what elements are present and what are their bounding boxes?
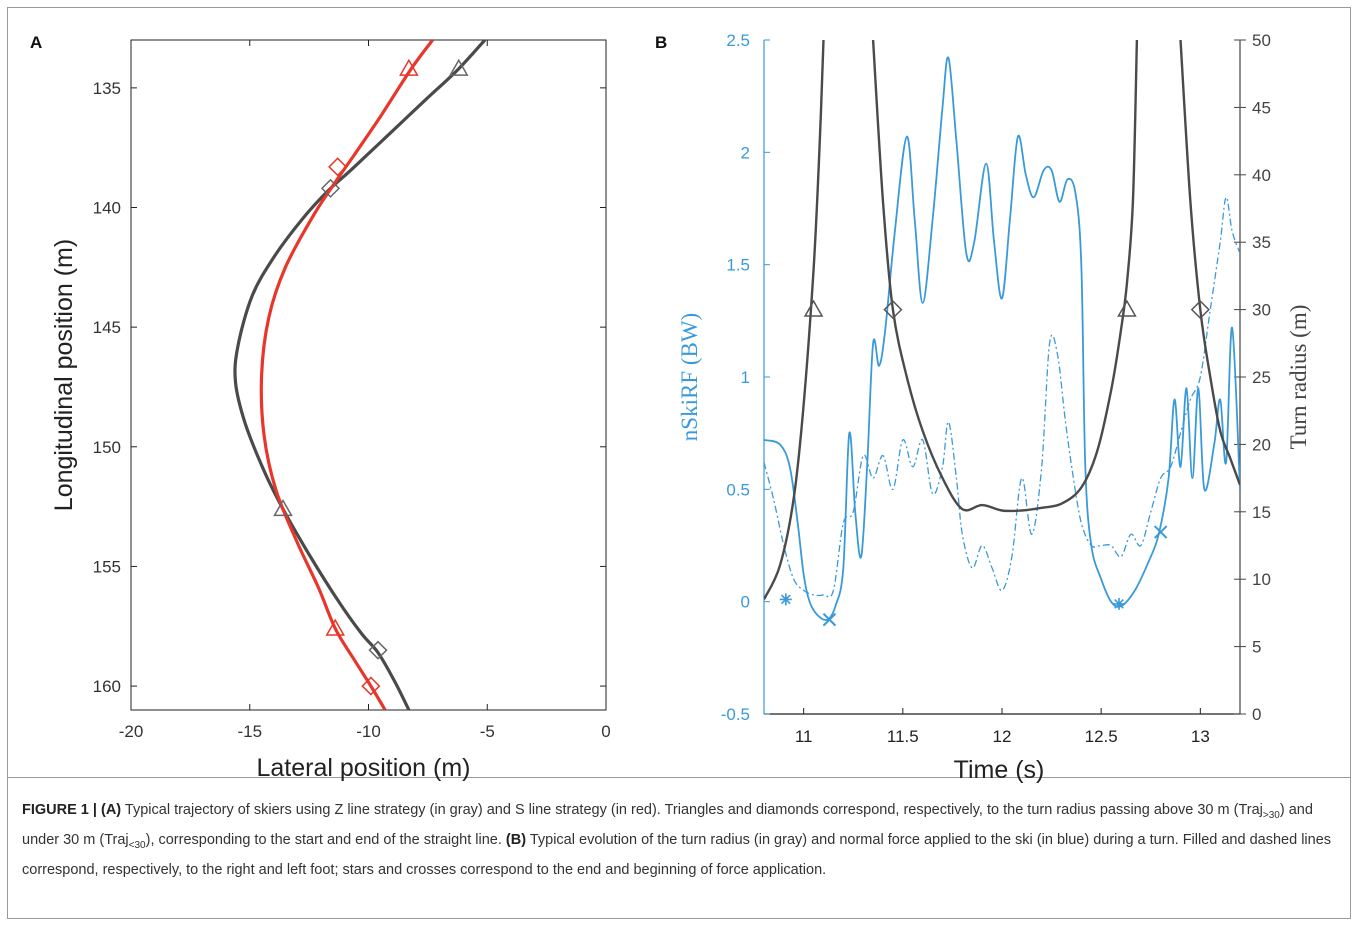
turn-radius-line [871,39,1139,513]
y-tick-label-a: 135 [93,79,121,98]
x-tick-label-a: -15 [237,722,262,741]
caption-a-text: Typical trajectory of skiers using Z lin… [124,802,1263,818]
gray-triangle-marker [803,299,824,317]
y-tick-label-left-b: 1 [741,368,750,387]
y-tick-label-right-b: 40 [1252,166,1271,185]
gray-diamond-marker [883,300,903,320]
panel-a: -20 -15 -10 -5 0 135 140 145 150 155 160 Lateral po… [30,33,611,782]
y-tick-label-right-b: 30 [1252,301,1271,320]
gray-diamond-marker [368,640,388,660]
gray-diamond-marker [320,178,341,198]
x-tick-label-a: -20 [119,722,144,741]
caption-a-mid: ) and under 30 m (Traj [22,802,1313,848]
y-axis-label-a: Longitudinal position (m) [50,239,78,511]
x-tick-label-a: -5 [480,722,495,741]
y-tick-label-right-b: 15 [1252,503,1271,522]
x-tick-label-b: 11.5 [887,727,919,746]
y-tick-label-right-b: 20 [1252,435,1271,454]
y-tick-label-a: 160 [93,677,121,696]
plot-frame-a [130,39,607,711]
x-tick-label-b: 12.5 [1085,727,1118,746]
panel-b: 11 11.5 12 12.5 13-0.500.511.522.50510152025… [655,31,1311,784]
y-tick-label-right-b: 45 [1252,98,1271,117]
blue-star-marker [779,593,792,606]
red-triangle-marker [399,58,419,76]
panel-b-label: B [655,33,667,52]
y-axis-label-left-b: nSkiRF (BW) [677,313,702,441]
blue-cross-marker [1153,525,1168,539]
y-tick-label-left-b: 0 [741,593,750,612]
y-tick-label-left-b: -0.5 [721,705,750,724]
figure-caption: FIGURE 1 | (A) Typical trajectory of ski… [22,798,1338,882]
gray-diamond-marker [1190,300,1210,320]
y-tick-label-a: 155 [93,557,121,576]
y-tick-label-left-b: 1.5 [726,256,750,275]
y-tick-label-right-b: 50 [1252,31,1271,50]
turn-radius-line [1179,39,1240,486]
trajectory-gray-line [233,40,487,710]
x-tick-label-a: 0 [601,722,610,741]
x-tick-label-b: 13 [1191,727,1210,746]
red-diamond-marker [328,157,348,177]
red-diamond-marker [361,676,381,696]
x-axis-label-b: Time (s) [954,756,1045,784]
left-foot-force-line [764,196,1240,598]
caption-a-label: (A) [101,802,122,818]
x-axis-label-a: Lateral position (m) [257,754,471,782]
caption-figure-label: FIGURE 1 | [22,802,97,818]
caption-divider [7,777,1351,778]
y-tick-label-left-b: 2.5 [726,31,750,50]
panel-a-label: A [30,33,42,52]
y-axis-label-right-b: Turn radius (m) [1286,305,1311,450]
gray-triangle-marker [273,498,293,517]
caption-a-sub2: <30 [128,839,146,851]
gray-triangle-marker [448,58,469,76]
blue-cross-marker [822,612,837,627]
x-tick-label-b: 12 [993,727,1012,746]
y-tick-label-right-b: 10 [1252,570,1271,589]
figure-frame [7,7,1351,919]
plot-area-b [764,39,1240,621]
y-tick-label-a: 145 [93,318,121,337]
y-tick-label-a: 140 [93,199,121,218]
right-foot-force-line [764,56,1240,621]
gray-triangle-marker [1117,299,1137,317]
y-tick-label-left-b: 0.5 [726,480,750,499]
y-tick-label-right-b: 0 [1252,705,1261,724]
y-tick-label-right-b: 35 [1252,233,1271,252]
y-tick-label-right-b: 5 [1252,638,1261,657]
x-tick-label-b: 11 [795,727,813,746]
caption-a-end: ), corresponding to the start and end of… [145,831,502,848]
y-tick-label-right-b: 25 [1252,368,1271,387]
red-triangle-marker [325,618,346,636]
caption-b-text: Typical evolution of the turn radius (in… [22,831,1332,878]
plot-area-a [233,40,487,710]
caption-b-label: (B) [505,831,527,848]
caption-a-sub1: >30 [1262,809,1280,821]
y-tick-label-a: 150 [93,438,121,457]
turn-radius-line [764,39,825,600]
y-tick-label-left-b: 2 [741,143,750,162]
x-tick-label-a: -10 [356,722,381,741]
trajectory-red-line [259,40,434,710]
blue-star-marker [1113,597,1126,610]
